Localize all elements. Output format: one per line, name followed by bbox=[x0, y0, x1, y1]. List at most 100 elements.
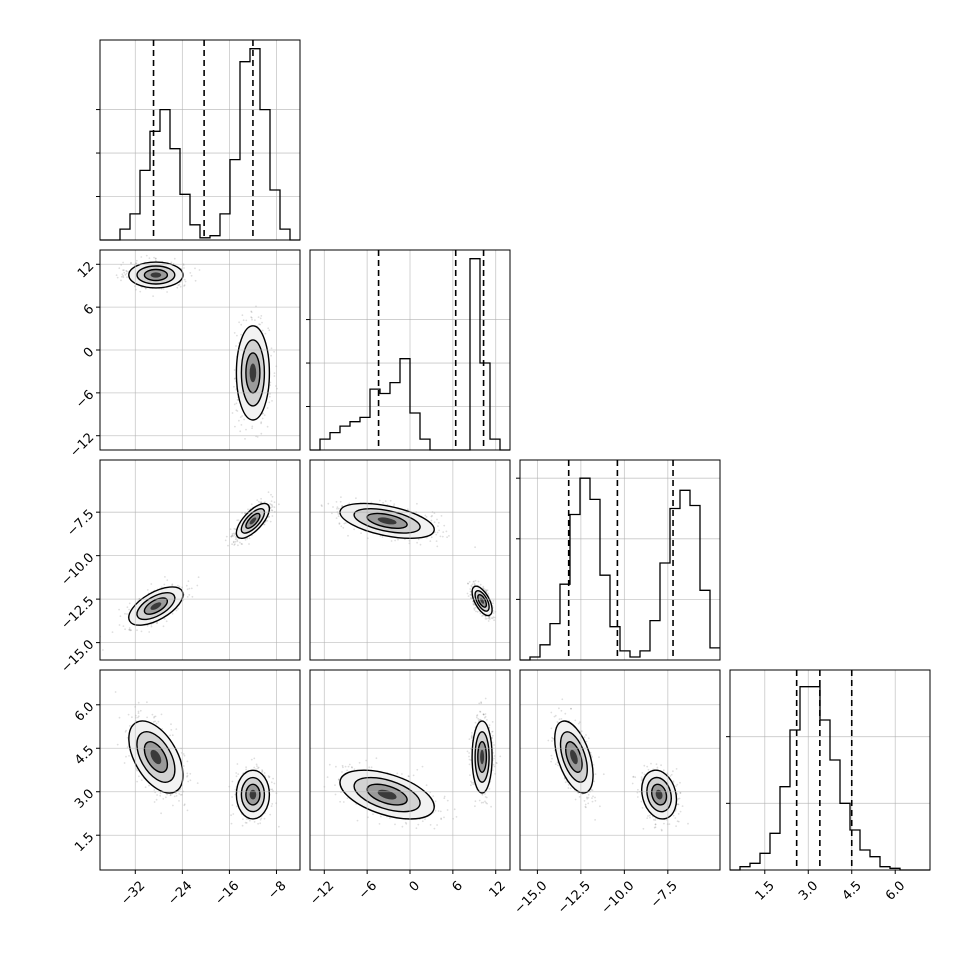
sample-point bbox=[471, 583, 474, 586]
sample-point bbox=[472, 603, 475, 606]
sample-point bbox=[164, 576, 166, 578]
sample-point bbox=[338, 523, 341, 525]
y-tick-label: 0 bbox=[81, 345, 97, 361]
sample-point bbox=[267, 327, 270, 330]
sample-point bbox=[236, 539, 239, 541]
sample-point bbox=[150, 625, 153, 628]
sample-point bbox=[242, 818, 244, 821]
sample-point bbox=[278, 503, 280, 506]
panel-3-0: −32 −24 −16 −81.53.04.56.0 bbox=[72, 669, 301, 908]
sample-point bbox=[251, 425, 254, 428]
sample-point bbox=[125, 270, 128, 273]
sample-point bbox=[261, 417, 264, 420]
sample-point bbox=[239, 430, 242, 433]
sample-point bbox=[161, 728, 164, 730]
sample-point bbox=[173, 257, 176, 260]
sample-point bbox=[235, 402, 238, 405]
sample-point bbox=[128, 725, 131, 727]
sample-point bbox=[232, 535, 234, 538]
sample-point bbox=[160, 812, 163, 815]
sample-point bbox=[122, 274, 124, 277]
sample-point bbox=[272, 777, 274, 780]
contour-line bbox=[240, 507, 266, 534]
sample-point bbox=[194, 279, 197, 282]
sample-point bbox=[122, 625, 125, 627]
sample-point bbox=[239, 541, 241, 544]
sample-point bbox=[196, 584, 199, 587]
sample-point bbox=[236, 334, 238, 337]
sample-point bbox=[186, 809, 189, 812]
sample-point bbox=[171, 612, 174, 615]
sample-point bbox=[160, 713, 163, 716]
sample-point bbox=[436, 531, 439, 534]
sample-point bbox=[148, 257, 151, 260]
sample-point bbox=[486, 589, 489, 592]
sample-point bbox=[182, 753, 185, 755]
sample-point bbox=[144, 287, 147, 290]
y-tick-label: −12 bbox=[67, 430, 97, 460]
sample-point bbox=[127, 270, 129, 273]
sample-point bbox=[172, 804, 174, 807]
sample-point bbox=[154, 720, 157, 723]
sample-point bbox=[125, 269, 128, 272]
sample-point bbox=[165, 796, 167, 799]
sample-point bbox=[260, 432, 263, 435]
sample-point bbox=[231, 804, 234, 806]
sample-point bbox=[485, 590, 488, 593]
sample-point bbox=[271, 495, 274, 498]
sample-point bbox=[335, 501, 338, 503]
sample-point bbox=[260, 497, 262, 500]
sample-point bbox=[250, 503, 253, 506]
sample-point bbox=[469, 594, 472, 596]
contour-line bbox=[235, 502, 271, 540]
sample-point bbox=[150, 583, 153, 585]
sample-point bbox=[474, 546, 476, 549]
sample-point bbox=[178, 585, 181, 588]
y-tick-label: −12.5 bbox=[59, 594, 98, 633]
sample-point bbox=[233, 332, 236, 334]
sample-point bbox=[153, 789, 156, 791]
contour-line bbox=[136, 265, 176, 285]
sample-point bbox=[240, 333, 243, 336]
sample-point bbox=[159, 794, 162, 797]
sample-point bbox=[139, 290, 142, 293]
sample-point bbox=[118, 624, 121, 626]
sample-point bbox=[139, 709, 142, 712]
sample-point bbox=[240, 424, 243, 426]
sample-point bbox=[137, 712, 140, 714]
sample-point bbox=[120, 275, 123, 278]
sample-point bbox=[128, 628, 131, 631]
sample-point bbox=[435, 533, 438, 536]
sample-point bbox=[271, 505, 274, 508]
panel-content bbox=[115, 254, 278, 440]
sample-point bbox=[114, 691, 117, 693]
sample-point bbox=[278, 825, 280, 828]
sample-point bbox=[341, 505, 343, 507]
density-fill bbox=[249, 517, 257, 525]
sample-point bbox=[256, 436, 259, 438]
sample-point bbox=[267, 515, 270, 518]
sample-point bbox=[336, 506, 339, 509]
sample-point bbox=[178, 800, 180, 802]
sample-point bbox=[491, 617, 494, 620]
sample-point bbox=[154, 257, 157, 260]
sample-point bbox=[179, 285, 182, 288]
density-fill bbox=[150, 272, 162, 278]
sample-point bbox=[234, 543, 236, 545]
sample-point bbox=[170, 261, 173, 264]
sample-point bbox=[419, 543, 422, 546]
sample-point bbox=[130, 262, 132, 265]
sample-point bbox=[186, 774, 189, 777]
sample-point bbox=[482, 614, 485, 617]
sample-point bbox=[126, 736, 129, 739]
sample-point bbox=[469, 593, 472, 596]
sample-point bbox=[230, 535, 233, 538]
sample-point bbox=[123, 271, 126, 274]
sample-point bbox=[321, 505, 323, 507]
sample-point bbox=[197, 576, 200, 579]
sample-point bbox=[261, 412, 264, 415]
sample-point bbox=[378, 499, 381, 502]
sample-point bbox=[123, 269, 125, 272]
sample-point bbox=[171, 583, 174, 586]
